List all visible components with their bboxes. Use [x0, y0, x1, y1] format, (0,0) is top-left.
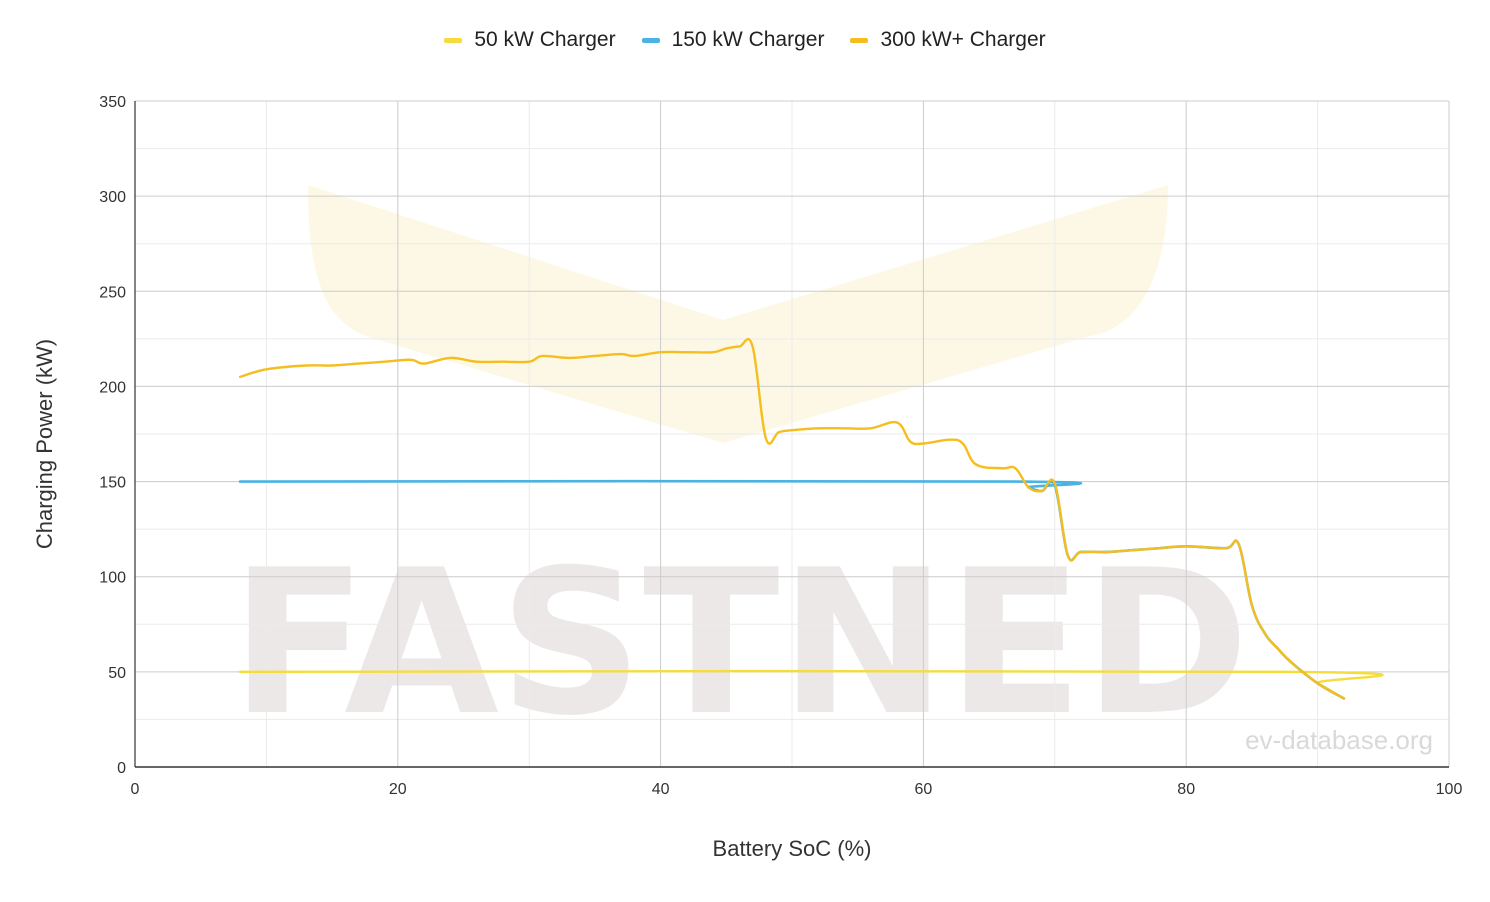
x-axis-title: Battery SoC (%)	[713, 836, 872, 861]
legend-swatch-300kw	[850, 37, 869, 43]
legend: 50 kW Charger 150 kW Charger 300 kW+ Cha…	[0, 28, 1490, 52]
watermark-text: FASTNED	[231, 527, 1250, 760]
x-tick-label: 100	[1436, 781, 1463, 798]
legend-label-300kw: 300 kW+ Charger	[880, 28, 1046, 51]
x-tick-label: 60	[915, 781, 933, 798]
legend-item-300kw[interactable]: 300 kW+ Charger	[850, 28, 1046, 52]
series-layer	[238, 337, 1384, 700]
x-tick-label: 40	[652, 781, 670, 798]
legend-swatch-150kw	[641, 37, 660, 43]
watermark-wing-shape	[308, 185, 1168, 443]
grid	[135, 100, 1450, 767]
x-tick-label: 20	[389, 781, 407, 798]
legend-label-150kw: 150 kW Charger	[671, 28, 825, 51]
y-tick-label: 300	[99, 189, 126, 206]
y-tick-label: 250	[99, 284, 126, 301]
axes: 0 20 40 60 80 100 0 50 100 150 200 250 300 350	[99, 94, 1462, 798]
x-tick-label: 0	[131, 781, 140, 798]
credit-text: ev-database.org	[1245, 725, 1433, 755]
legend-swatch-50kw	[444, 37, 463, 43]
y-tick-label: 50	[108, 665, 126, 682]
y-axis-title: Charging Power (kW)	[32, 339, 57, 549]
legend-label-50kw: 50 kW Charger	[474, 28, 616, 51]
legend-item-150kw[interactable]: 150 kW Charger	[641, 28, 825, 52]
x-tick-label: 80	[1177, 781, 1195, 798]
y-tick-label: 150	[99, 475, 126, 492]
watermark: FASTNED	[231, 185, 1250, 760]
legend-item-50kw[interactable]: 50 kW Charger	[444, 28, 616, 52]
y-tick-label: 350	[99, 94, 126, 111]
series-line-300kw	[238, 337, 1346, 700]
y-tick-label: 200	[99, 379, 126, 396]
y-tick-label: 0	[117, 760, 126, 777]
y-tick-label: 100	[99, 570, 126, 587]
